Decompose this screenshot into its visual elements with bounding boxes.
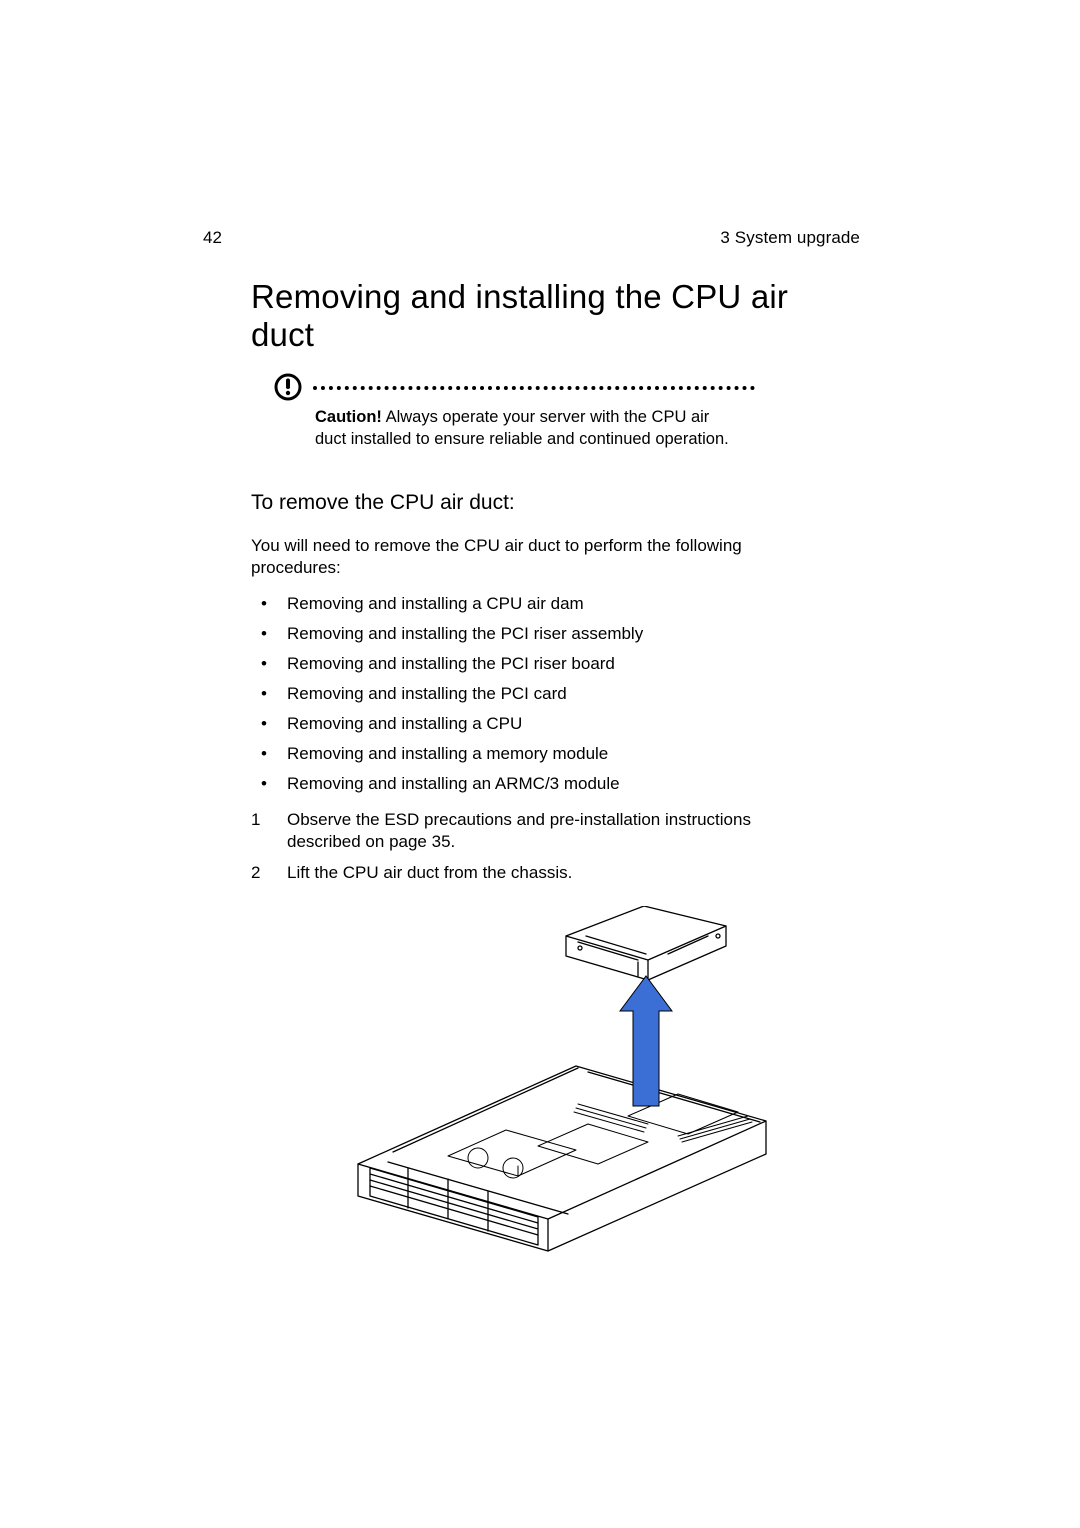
page-header: 42 3 System upgrade [203,228,860,248]
step-list: Observe the ESD precautions and pre-inst… [251,809,860,883]
bullet-list: Removing and installing a CPU air dam Re… [251,593,860,796]
section-subtitle: To remove the CPU air duct: [251,491,860,515]
list-item: Observe the ESD precautions and pre-inst… [287,809,807,853]
list-item: Removing and installing a CPU [287,713,860,735]
intro-text: You will need to remove the CPU air duct… [251,535,771,579]
list-item: Removing and installing the PCI riser bo… [287,653,860,675]
section-header: 3 System upgrade [720,228,860,248]
list-item: Lift the CPU air duct from the chassis. [287,862,807,884]
list-item: Removing and installing a CPU air dam [287,593,860,615]
list-item: Removing and installing the PCI riser as… [287,623,860,645]
page-title: Removing and installing the CPU air duct [251,278,860,354]
list-item: Removing and installing a memory module [287,743,860,765]
caution-block: Caution! Always operate your server with… [273,372,860,451]
list-item: Removing and installing an ARMC/3 module [287,773,860,795]
server-diagram [328,906,788,1266]
page-number: 42 [203,228,222,248]
caution-strong: Caution! [315,408,382,426]
caution-text: Caution! Always operate your server with… [273,372,733,451]
page-root: 42 3 System upgrade Removing and install… [0,0,1080,1528]
list-item: Removing and installing the PCI card [287,683,860,705]
